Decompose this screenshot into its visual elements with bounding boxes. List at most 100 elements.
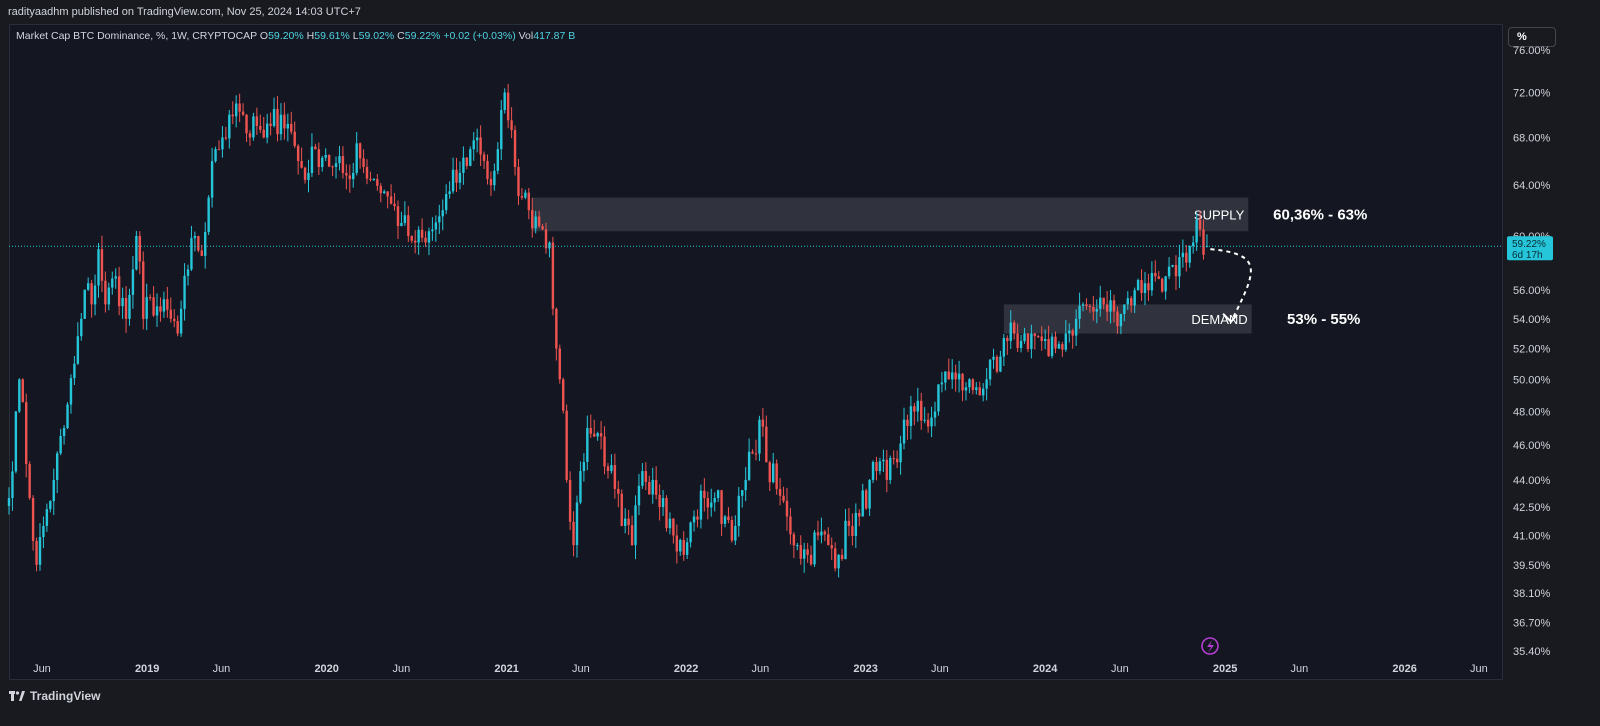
candle-body: [844, 520, 847, 560]
candle-body: [1105, 304, 1109, 312]
candle-body: [475, 137, 479, 141]
candle-body: [403, 215, 407, 223]
lightning-icon[interactable]: [1201, 637, 1219, 655]
candle-body: [699, 490, 703, 520]
candle-body: [878, 461, 882, 472]
candle-body: [940, 382, 944, 385]
candle-body: [524, 192, 527, 198]
candle-body: [38, 537, 42, 565]
candle-body: [675, 535, 679, 552]
candle-body: [613, 465, 617, 489]
open-label: O: [259, 30, 269, 42]
candle-body: [562, 379, 565, 411]
candle-body: [338, 156, 341, 164]
candle-body: [961, 373, 964, 391]
candle-body: [334, 163, 338, 167]
candle-body: [851, 525, 854, 536]
candle-body: [228, 114, 231, 139]
candle-body: [142, 261, 145, 319]
candle-body: [1136, 280, 1140, 291]
y-tick-label: 54.00%: [1513, 314, 1551, 326]
candle-body: [703, 490, 706, 499]
candle-body: [1102, 297, 1105, 305]
candle-body: [603, 436, 606, 467]
candle-body: [52, 479, 55, 502]
candle-body: [21, 379, 24, 403]
candle-body: [916, 400, 919, 412]
candle-body: [317, 149, 321, 168]
x-tick-label: 2023: [853, 663, 877, 675]
candle-body: [513, 130, 517, 167]
chart-pane[interactable]: [9, 24, 1503, 680]
candle-body: [933, 411, 937, 418]
candle-body: [906, 419, 909, 426]
zone-label-demand: DEMAND: [1191, 312, 1247, 327]
candle-body: [135, 235, 138, 270]
candle-body: [265, 123, 269, 138]
x-tick-label: Jun: [393, 663, 411, 675]
candle-body: [296, 145, 300, 161]
zone-range-demand: 53% - 55%: [1287, 311, 1360, 328]
candle-body: [290, 123, 293, 132]
candle-body: [286, 123, 290, 129]
candle-body: [541, 226, 544, 230]
candle-body: [861, 490, 864, 517]
candle-body: [809, 554, 813, 565]
candle-body: [902, 419, 906, 444]
candle-body: [383, 191, 386, 194]
candle-body: [173, 318, 176, 322]
candle-body: [685, 542, 689, 555]
y-tick-label: 72.00%: [1513, 88, 1551, 100]
candle-body: [796, 545, 799, 547]
candle-body: [365, 166, 369, 179]
candle-body: [1116, 311, 1119, 327]
candle-body: [1002, 337, 1006, 357]
candle-body: [644, 471, 648, 482]
candle-body: [155, 306, 159, 316]
candle-body: [1191, 242, 1195, 247]
high-label: H: [306, 30, 315, 42]
candle-body: [648, 481, 651, 495]
zones-layer: SUPPLY 60,36% - 63% DEMAND 53% - 55%: [532, 197, 1367, 334]
candle-body: [610, 465, 613, 472]
candle-body: [672, 518, 675, 536]
candle-body: [813, 532, 816, 565]
candle-body: [1057, 344, 1061, 349]
candle-body: [386, 191, 389, 197]
candle-body: [269, 123, 272, 127]
candle-body: [1188, 246, 1191, 263]
candle-body: [183, 275, 186, 309]
candle-body: [754, 453, 758, 455]
candle-body: [871, 462, 875, 480]
candle-body: [978, 387, 981, 396]
candle-body: [847, 520, 851, 526]
candle-body: [128, 294, 131, 319]
candle-body: [730, 520, 734, 541]
candle-body: [465, 157, 469, 166]
candle-body: [1068, 330, 1071, 334]
vol-label: Vol: [518, 30, 534, 42]
candle-body: [572, 521, 575, 546]
candle-body: [83, 289, 86, 319]
candle-body: [124, 297, 128, 319]
candle-body: [107, 287, 111, 305]
candle-body: [734, 525, 737, 541]
low-label: L: [352, 30, 359, 42]
candle-body: [493, 170, 496, 186]
y-tick-label: 38.10%: [1513, 588, 1551, 600]
change-value: +0.02 (+0.03%): [443, 30, 516, 42]
candle-body: [1112, 300, 1116, 312]
candle-body: [1030, 333, 1033, 350]
candle-body: [1126, 298, 1129, 305]
tradingview-logo[interactable]: TradingView: [9, 689, 100, 703]
candle-body: [761, 419, 765, 427]
candle-body: [389, 196, 393, 204]
y-tick-label: 35.40%: [1513, 646, 1551, 658]
x-tick-label: Jun: [752, 663, 770, 675]
candle-body: [981, 388, 985, 396]
candle-body: [28, 463, 31, 499]
candle-body: [111, 278, 114, 288]
candle-body: [25, 402, 28, 464]
percent-scale-button[interactable]: %: [1508, 27, 1556, 47]
candle-body: [627, 518, 630, 526]
